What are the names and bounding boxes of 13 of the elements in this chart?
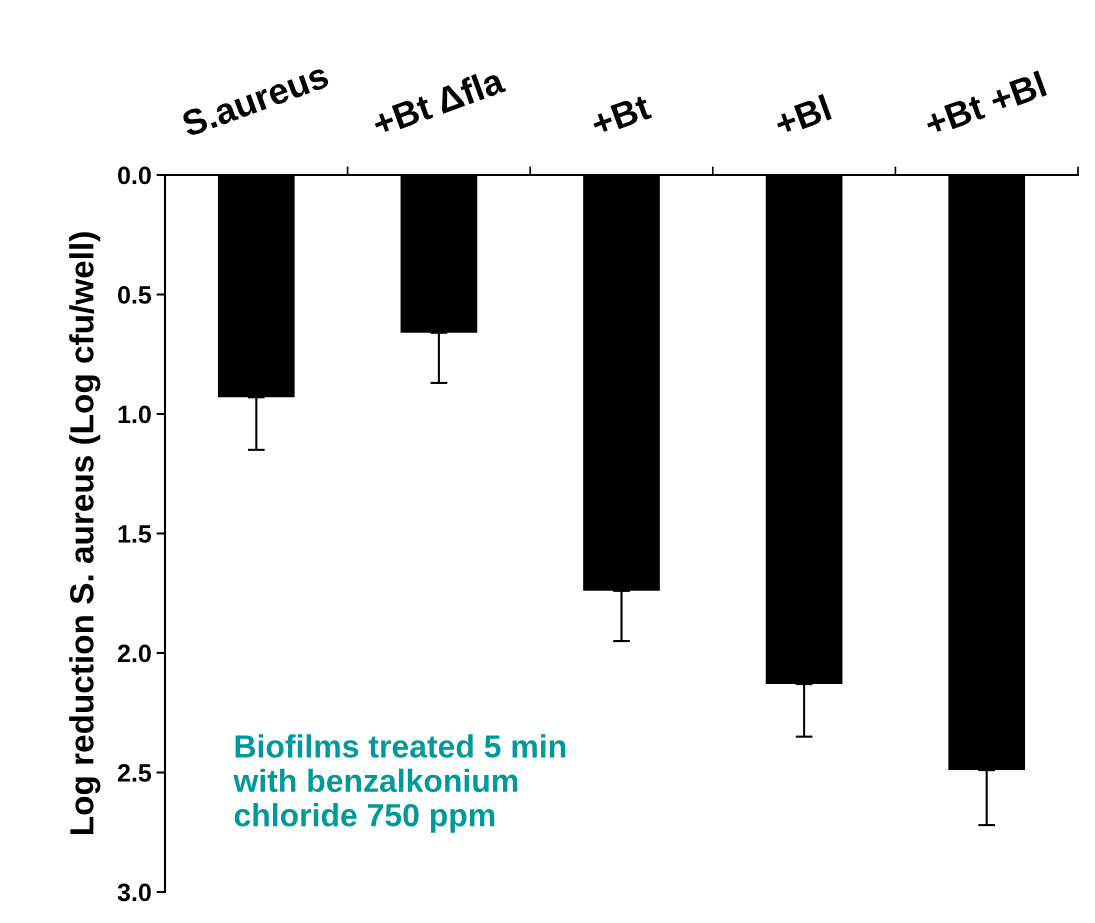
x-tick-label: +Bt Δfla	[370, 66, 507, 138]
x-tick-label: +Bl	[772, 94, 832, 137]
y-tick-label: 1.0	[118, 405, 151, 424]
x-tick-label: +Bt +Bl	[922, 70, 1047, 138]
y-tick-label: 0.0	[118, 166, 151, 185]
x-tick-label: +Bt	[589, 93, 653, 138]
y-tick-label: 3.0	[117, 883, 151, 902]
annotation: Biofilms treated 5 min with benzalkonium chloride 750 ppm	[233, 734, 566, 833]
y-axis-title: Log reduction S. aureus (Log cfu/well)	[69, 232, 101, 835]
y-tick-label: 0.5	[118, 286, 152, 304]
y-tick-label: 1.5	[118, 525, 152, 543]
y-tick-label: 2.5	[117, 764, 152, 782]
y-tick-label: 2.0	[117, 644, 151, 663]
